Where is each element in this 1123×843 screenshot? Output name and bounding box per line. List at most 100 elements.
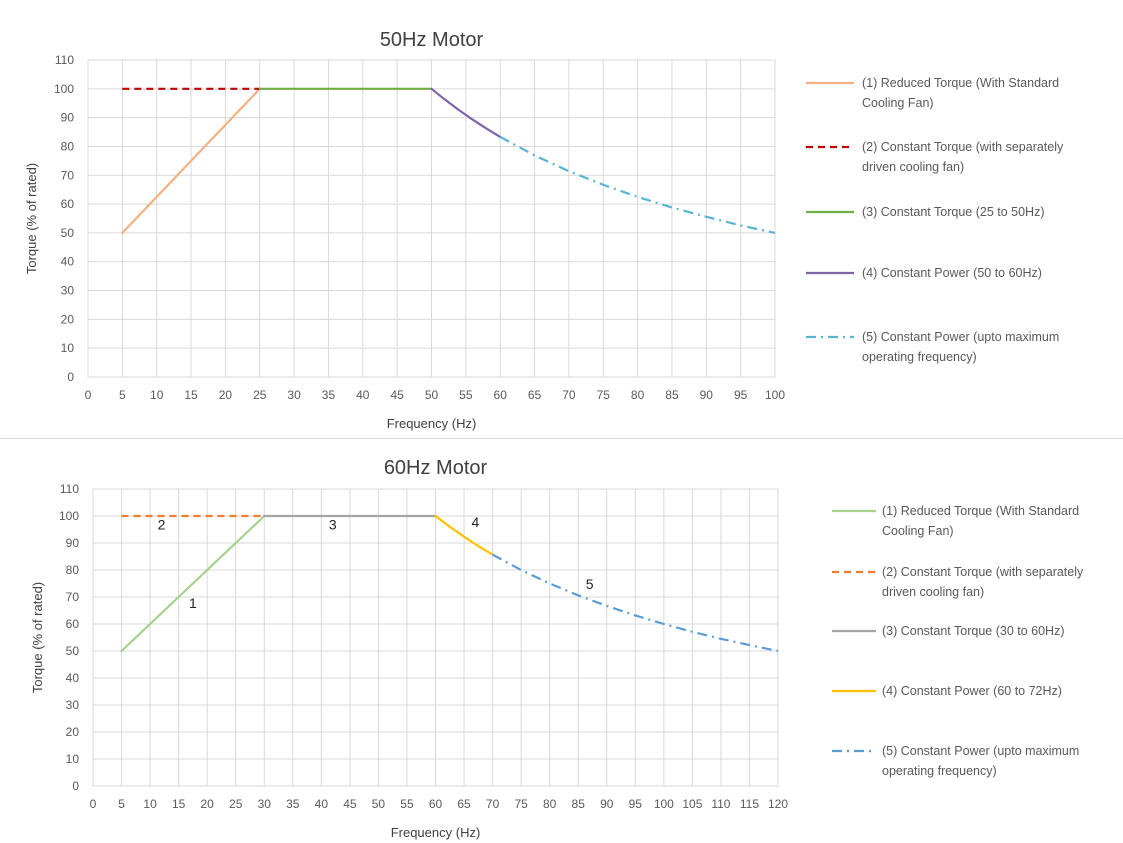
annotation-label: 2 [158, 517, 166, 533]
x-tick-label: 5 [119, 388, 126, 402]
x-tick-label: 70 [486, 797, 500, 811]
y-tick-label: 20 [61, 312, 75, 326]
x-tick-label: 0 [85, 388, 92, 402]
x-tick-label: 45 [343, 797, 357, 811]
y-tick-label: 50 [66, 644, 80, 658]
series-line-5 [492, 553, 779, 653]
x-tick-label: 10 [143, 797, 157, 811]
y-axis-label: Torque (% of rated) [30, 582, 45, 693]
x-tick-label: 110 [711, 797, 730, 811]
legend-entry-3: (3) Constant Torque (25 to 50Hz) [862, 205, 1045, 219]
legend-entry-5: (5) Constant Power (upto maximum operatin… [862, 330, 1059, 364]
y-tick-label: 40 [66, 671, 80, 685]
x-tick-label: 30 [258, 797, 272, 811]
y-tick-label: 100 [59, 509, 79, 523]
x-tick-label: 100 [654, 797, 674, 811]
x-tick-label: 60 [494, 388, 508, 402]
y-axis-label: Torque (% of rated) [24, 163, 39, 274]
y-tick-label: 0 [72, 779, 79, 793]
y-tick-label: 60 [66, 617, 80, 631]
x-tick-label: 15 [184, 388, 198, 402]
y-tick-label: 80 [66, 563, 80, 577]
y-tick-label: 50 [61, 226, 75, 240]
x-tick-label: 120 [768, 797, 788, 811]
chart-title: 50Hz Motor [380, 29, 484, 51]
y-tick-label: 10 [61, 341, 75, 355]
legend-entry-1: (1) Reduced Torque (With Standard Cooling… [862, 76, 1059, 110]
x-tick-label: 35 [286, 797, 300, 811]
x-tick-label: 90 [700, 388, 714, 402]
plot-area [92, 488, 779, 787]
x-tick-label: 25 [229, 797, 243, 811]
x-tick-label: 50 [372, 797, 386, 811]
x-tick-label: 95 [629, 797, 643, 811]
legend-entry-4: (4) Constant Power (60 to 72Hz) [882, 684, 1062, 698]
annotation-label: 3 [329, 517, 337, 533]
chart-50hz-motor: 0 10 20 30 40 50 60 70 80 90 100 110 0 5 10 15 20 25 30 35 4… [24, 29, 1064, 431]
y-tick-label: 70 [61, 168, 75, 182]
series-line-1 [120, 514, 266, 653]
x-tick-label: 90 [600, 797, 614, 811]
series-line-4 [434, 514, 494, 556]
y-tick-label: 0 [67, 370, 74, 384]
gridlines [92, 488, 779, 787]
y-tick-label: 90 [66, 536, 80, 550]
legend-entry-3: (3) Constant Torque (30 to 60Hz) [882, 624, 1065, 638]
annotation-label: 1 [189, 595, 197, 611]
y-tick-label: 20 [66, 725, 80, 739]
y-tick-label: 110 [55, 53, 74, 67]
gridlines [87, 59, 776, 378]
y-tick-label: 70 [66, 590, 80, 604]
x-tick-label: 40 [356, 388, 370, 402]
x-tick-label: 30 [287, 388, 301, 402]
y-tick-label: 40 [61, 255, 75, 269]
x-tick-label: 75 [597, 388, 611, 402]
y-tick-label: 100 [54, 82, 74, 96]
legend-entry-5: (5) Constant Power (upto maximum operatin… [882, 744, 1079, 778]
x-axis-label: Frequency (Hz) [387, 416, 477, 431]
y-tick-label: 80 [61, 139, 75, 153]
x-tick-label: 65 [457, 797, 471, 811]
annotation-label: 5 [586, 576, 594, 592]
x-tick-label: 55 [400, 797, 414, 811]
x-tick-label: 60 [429, 797, 443, 811]
x-tick-label: 80 [543, 797, 557, 811]
series-line-1 [121, 87, 261, 234]
x-tick-label: 15 [172, 797, 186, 811]
x-axis-label: Frequency (Hz) [391, 825, 481, 840]
x-tick-label: 105 [682, 797, 702, 811]
legend-entry-1: (1) Reduced Torque (With Standard Cooling… [882, 504, 1079, 538]
x-tick-label: 100 [765, 388, 785, 402]
series-line-4 [430, 87, 502, 138]
x-tick-label: 70 [562, 388, 576, 402]
y-tick-label: 60 [61, 197, 75, 211]
x-tick-label: 45 [390, 388, 404, 402]
x-tick-label: 95 [734, 388, 748, 402]
y-tick-label: 10 [66, 752, 80, 766]
x-tick-label: 55 [459, 388, 473, 402]
x-tick-label: 50 [425, 388, 439, 402]
series-line-5 [499, 135, 776, 234]
x-tick-label: 65 [528, 388, 542, 402]
x-tick-label: 5 [118, 797, 125, 811]
x-tick-label: 85 [665, 388, 679, 402]
legend-entry-2: (2) Constant Torque (with separately driv… [862, 140, 1064, 174]
x-tick-label: 20 [219, 388, 233, 402]
x-tick-label: 85 [572, 797, 586, 811]
chart-panel-50hz: 0 10 20 30 40 50 60 70 80 90 100 110 0 5 10 15 20 25 30 35 4… [0, 29, 1123, 439]
y-tick-label: 30 [61, 284, 75, 298]
chart-panel-60hz: 0 10 20 30 40 50 60 70 80 90 100 110 0 5 10 15 20 25 30 35 4… [0, 439, 1123, 843]
x-tick-label: 40 [315, 797, 329, 811]
x-tick-label: 0 [90, 797, 97, 811]
x-tick-label: 20 [200, 797, 214, 811]
y-tick-label: 30 [66, 698, 80, 712]
annotation-label: 4 [472, 514, 480, 530]
x-tick-label: 25 [253, 388, 267, 402]
x-tick-label: 115 [740, 797, 759, 811]
x-tick-label: 35 [322, 388, 336, 402]
x-tick-label: 80 [631, 388, 645, 402]
x-tick-label: 75 [514, 797, 528, 811]
legend-entry-4: (4) Constant Power (50 to 60Hz) [862, 266, 1042, 280]
y-tick-label: 110 [60, 482, 79, 496]
